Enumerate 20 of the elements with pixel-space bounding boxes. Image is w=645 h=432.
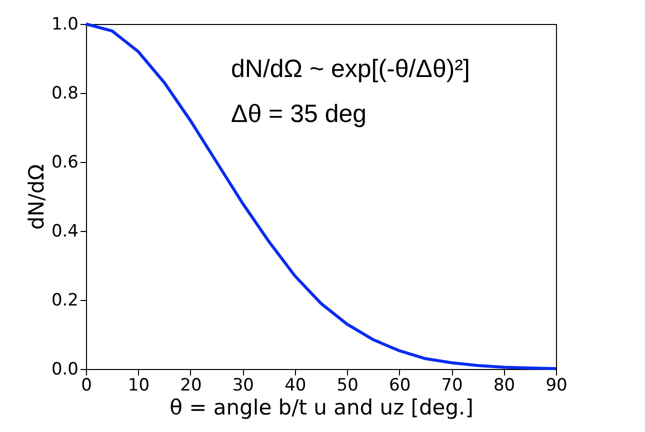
x-tick-label: 20 <box>180 376 202 396</box>
y-tick-label: 1.0 <box>51 14 78 34</box>
y-tick-label: 0.8 <box>51 84 78 104</box>
y-tick-label: 0.4 <box>51 222 78 242</box>
annotation: dN/dΩ ~ exp[(-θ/Δθ)²] <box>231 55 470 83</box>
x-tick-label: 0 <box>81 376 92 396</box>
y-axis-title: dN/dΩ <box>24 164 48 230</box>
x-tick-label: 90 <box>546 376 568 396</box>
x-tick-label: 30 <box>232 376 254 396</box>
x-tick-label: 70 <box>441 376 463 396</box>
y-tick-label: 0.6 <box>51 152 78 172</box>
x-axis-title: θ = angle b/t u and uz [deg.] <box>170 396 474 420</box>
y-tick-label: 0.0 <box>51 360 78 380</box>
x-tick-label: 10 <box>128 376 150 396</box>
x-tick-label: 80 <box>493 376 516 396</box>
annotation: Δθ = 35 deg <box>231 100 367 128</box>
x-tick-label: 60 <box>389 376 411 396</box>
x-tick-label: 40 <box>284 376 306 396</box>
y-tick-label: 0.2 <box>51 290 78 310</box>
x-tick-label: 50 <box>336 376 358 396</box>
